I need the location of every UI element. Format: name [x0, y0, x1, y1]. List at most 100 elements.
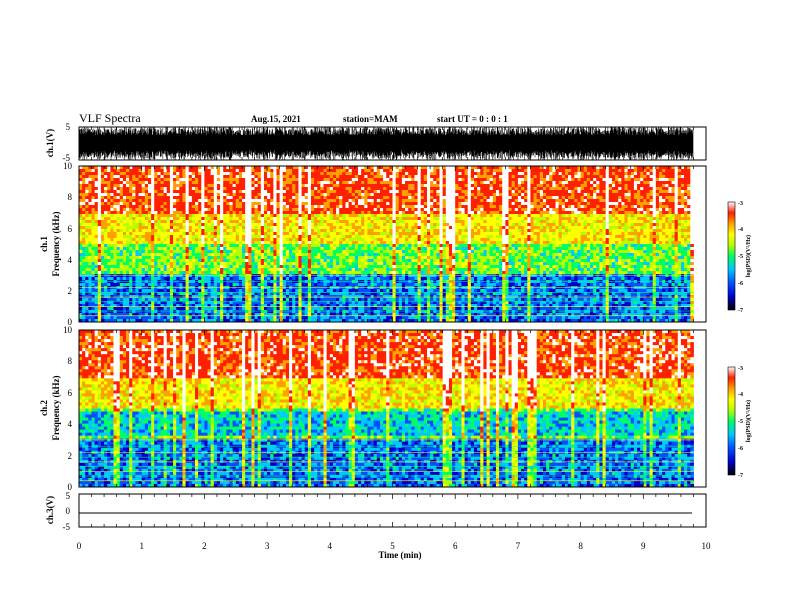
- spectrogram-cell: [92, 229, 96, 232]
- spectrogram-cell: [229, 262, 233, 265]
- spectrogram-cell: [101, 244, 105, 247]
- spectrogram-cell: [79, 247, 83, 250]
- ch1-waveform-trace: [79, 127, 693, 160]
- spectrogram-cell: [173, 244, 177, 247]
- spectrogram-cell: [255, 184, 259, 187]
- spectrogram-cell: [145, 214, 149, 217]
- spectrogram-cell: [261, 316, 265, 319]
- spectrogram-cell: [135, 244, 139, 247]
- spectrogram-cell: [261, 196, 265, 199]
- spectrogram-cell: [145, 235, 149, 238]
- spectrogram-cell: [239, 220, 243, 223]
- spectrogram-cell: [204, 226, 208, 229]
- spectrogram-cell: [239, 181, 243, 184]
- spectrogram-cell: [261, 253, 265, 256]
- spectrogram-cell: [198, 205, 202, 208]
- spectrogram-cell: [120, 232, 124, 235]
- spectrogram-cell: [170, 289, 174, 292]
- spectrogram-cell: [264, 259, 268, 262]
- spectrogram-cell: [157, 268, 161, 271]
- spectrogram-cell: [198, 289, 202, 292]
- spectrogram-cell: [120, 238, 124, 241]
- spectrogram-cell: [85, 256, 89, 259]
- spectrogram-cell: [201, 253, 205, 256]
- spectrogram-cell: [223, 298, 227, 301]
- spectrogram-cell: [223, 310, 227, 313]
- spectrogram-cell: [164, 259, 168, 262]
- spectrogram-cell: [220, 199, 224, 202]
- spectrogram-cell: [267, 226, 271, 229]
- spectrogram-cell: [186, 265, 190, 268]
- spectrogram-cell: [248, 310, 252, 313]
- spectrogram-cell: [211, 283, 215, 286]
- spectrogram-cell: [110, 238, 114, 241]
- spectrogram-cell: [192, 268, 196, 271]
- spectrogram-cell: [251, 220, 255, 223]
- spectrogram-cell: [267, 235, 271, 238]
- spectrogram-cell: [167, 244, 171, 247]
- spectrogram-cell: [173, 223, 177, 226]
- spectrogram-cell: [208, 193, 212, 196]
- spectrogram-cell: [192, 274, 196, 277]
- spectrogram-cell: [248, 196, 252, 199]
- spectrogram-cell: [101, 253, 105, 256]
- spectrogram-cell: [176, 247, 180, 250]
- spectrogram-cell: [261, 175, 265, 178]
- spectrogram-cell: [104, 199, 108, 202]
- spectrogram-cell: [251, 172, 255, 175]
- spectrogram-cell: [176, 304, 180, 307]
- spectrogram-cell: [179, 172, 183, 175]
- spectrogram-cell: [176, 277, 180, 280]
- spectrogram-cell: [255, 199, 259, 202]
- spectrogram-cell: [120, 316, 124, 319]
- spectrogram-cell: [135, 304, 139, 307]
- spectrogram-cell: [151, 169, 155, 172]
- spectrogram-cell: [167, 271, 171, 274]
- spectrogram-cell: [195, 256, 199, 259]
- spectrogram-cell: [145, 253, 149, 256]
- spectrogram-cell: [245, 253, 249, 256]
- spectrogram-cell: [255, 217, 259, 220]
- spectrogram-cell: [211, 223, 215, 226]
- spectrogram-cell: [195, 172, 199, 175]
- spectrogram-cell: [264, 298, 268, 301]
- spectrogram-cell: [110, 235, 114, 238]
- spectrogram-cell: [170, 193, 174, 196]
- spectrogram-cell: [173, 262, 177, 265]
- spectrogram-cell: [189, 181, 193, 184]
- spectrogram-cell: [79, 193, 83, 196]
- spectrogram-cell: [123, 214, 127, 217]
- spectrogram-cell: [120, 277, 124, 280]
- spectrogram-cell: [82, 316, 86, 319]
- spectrogram-cell: [189, 226, 193, 229]
- spectrogram-cell: [79, 175, 83, 178]
- spectrogram-cell: [148, 241, 152, 244]
- spectrogram-cell: [186, 259, 190, 262]
- spectrogram-cell: [242, 208, 246, 211]
- spectrogram-cell: [186, 202, 190, 205]
- spectrogram-cell: [145, 304, 149, 307]
- spectrogram-cell: [110, 274, 114, 277]
- spectrogram-cell: [176, 316, 180, 319]
- spectrogram-cell: [198, 181, 202, 184]
- spectrogram-cell: [214, 271, 218, 274]
- spectrogram-cell: [186, 175, 190, 178]
- spectrogram-cell: [189, 229, 193, 232]
- spectrogram-cell: [245, 265, 249, 268]
- spectrogram-cell: [204, 271, 208, 274]
- spectrogram-cell: [113, 178, 117, 181]
- ch1-spectrogram-heatmap: [79, 166, 694, 322]
- spectrogram-cell: [186, 277, 190, 280]
- spectrogram-cell: [195, 220, 199, 223]
- spectrogram-cell: [167, 226, 171, 229]
- spectrogram-cell: [264, 253, 268, 256]
- spectrogram-cell: [107, 220, 111, 223]
- spectrogram-cell: [229, 217, 233, 220]
- spectrogram-cell: [220, 268, 224, 271]
- spectrogram-cell: [233, 262, 237, 265]
- spectrogram-cell: [239, 199, 243, 202]
- spectrogram-cell: [107, 217, 111, 220]
- spectrogram-cell: [236, 229, 240, 232]
- spectrogram-cell: [182, 178, 186, 181]
- spectrogram-cell: [229, 169, 233, 172]
